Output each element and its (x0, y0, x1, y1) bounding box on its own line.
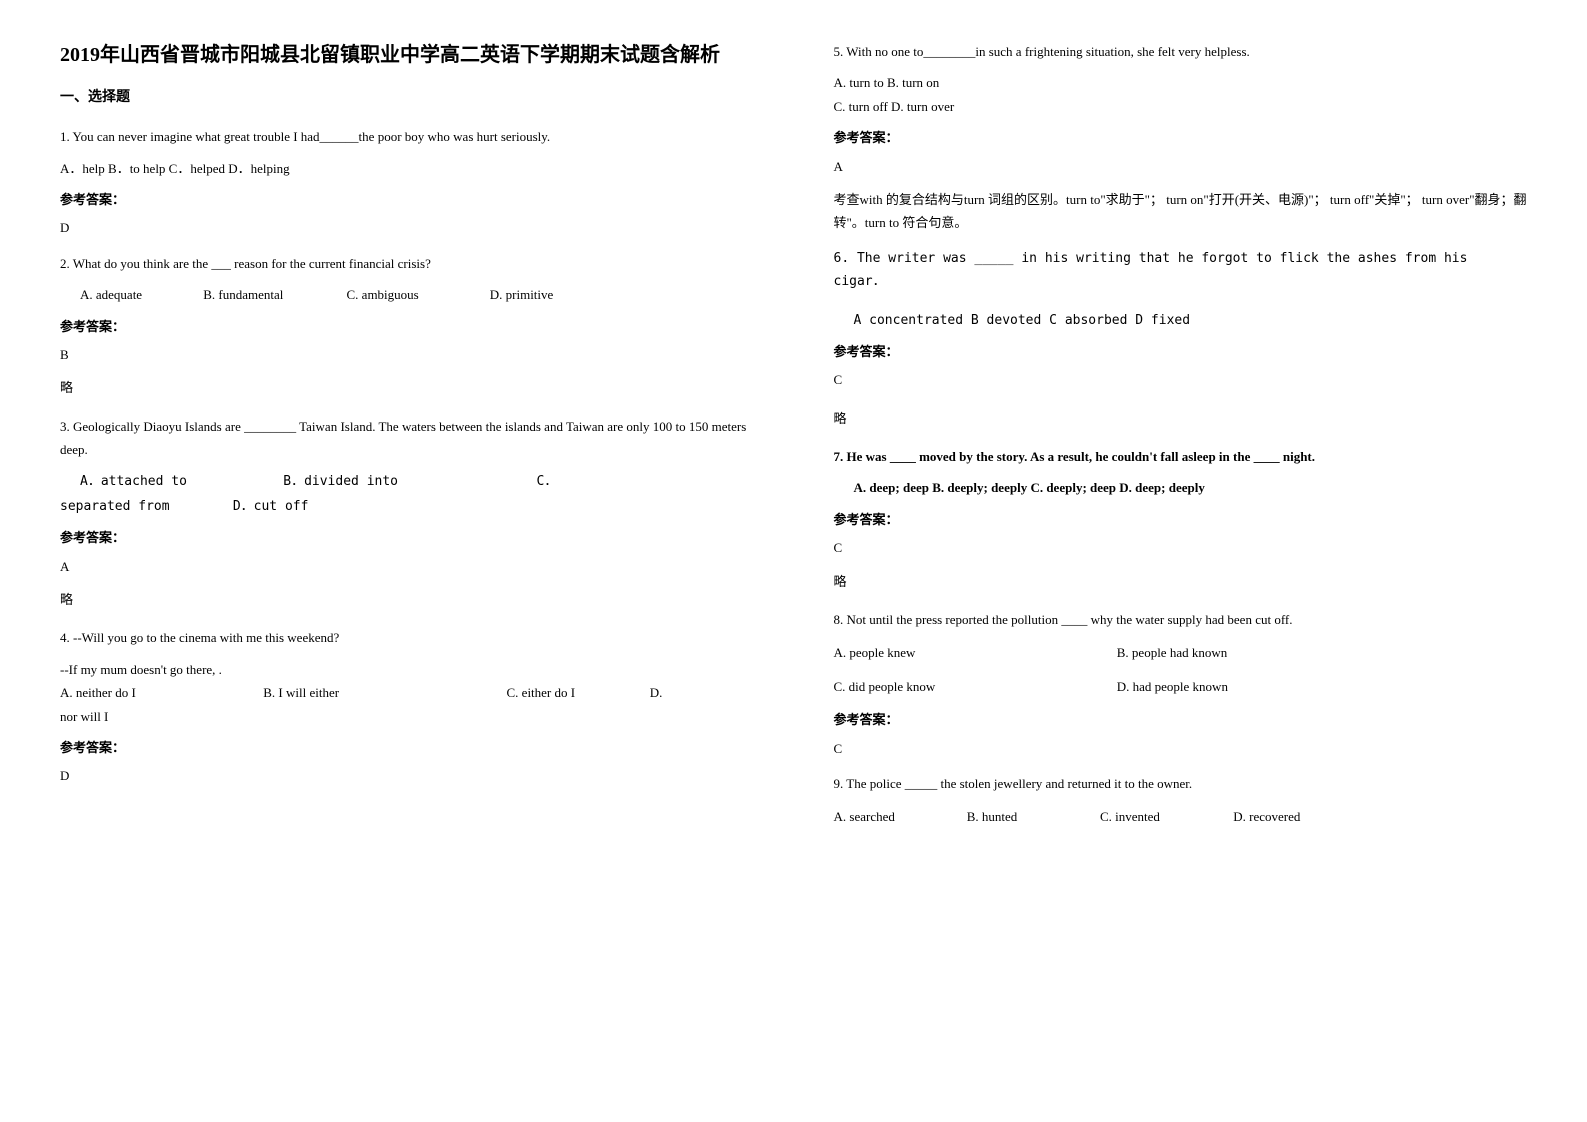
option-a: A. adequate (80, 283, 200, 306)
answer-label: 参考答案： (834, 708, 1528, 731)
right-column: 5. With no one to________in such a frigh… (834, 40, 1528, 829)
answer-5: A (834, 155, 1528, 178)
question-2-options: A. adequate B. fundamental C. ambiguous … (60, 283, 754, 306)
answer-label: 参考答案： (60, 736, 754, 759)
answer-2: B (60, 343, 754, 366)
note: 略 (834, 407, 1528, 430)
answer-8: C (834, 737, 1528, 760)
answer-label: 参考答案： (60, 315, 754, 338)
option-a: A. searched (834, 805, 964, 828)
question-8: 8. Not until the press reported the poll… (834, 608, 1528, 631)
option-d: D. recovered (1233, 805, 1300, 828)
answer-4: D (60, 764, 754, 787)
question-8-options-row2: C. did people know D. had people known (834, 675, 1528, 698)
option-b: B. I will either (263, 681, 503, 704)
question-1: 1. You can never imagine what great trou… (60, 125, 754, 148)
option-c: C. either do I (507, 681, 647, 704)
question-7: 7. He was ____ moved by the story. As a … (834, 445, 1528, 468)
explanation-5: 考查with 的复合结构与turn 词组的区别。turn to"求助于"； tu… (834, 188, 1528, 235)
question-1-options: A．help B．to help C．helped D．helping (60, 157, 754, 180)
question-9-options: A. searched B. hunted C. invented D. rec… (834, 805, 1528, 828)
question-4-options: A. neither do I B. I will either C. eith… (60, 681, 754, 728)
page-container: 2019年山西省晋城市阳城县北留镇职业中学高二英语下学期期末试题含解析 一、选择… (60, 40, 1527, 829)
question-3: 3. Geologically Diaoyu Islands are _____… (60, 415, 754, 462)
left-column: 2019年山西省晋城市阳城县北留镇职业中学高二英语下学期期末试题含解析 一、选择… (60, 40, 754, 829)
question-6: 6. The writer was _____ in his writing t… (834, 247, 1528, 294)
question-7-options: A. deep; deep B. deeply; deeply C. deepl… (834, 476, 1528, 499)
answer-1: D (60, 216, 754, 239)
option-b: B. fundamental (203, 283, 343, 306)
option-a: A. neither do I (60, 681, 260, 704)
question-8-options-row1: A. people knew B. people had known (834, 641, 1528, 664)
answer-label: 参考答案： (834, 340, 1528, 363)
question-9: 9. The police _____ the stolen jewellery… (834, 772, 1528, 795)
question-2: 2. What do you think are the ___ reason … (60, 252, 754, 275)
question-5-options-line2: C. turn off D. turn over (834, 95, 1528, 118)
section-title: 一、选择题 (60, 85, 754, 110)
answer-label: 参考答案： (60, 188, 754, 211)
note: 略 (834, 570, 1528, 593)
answer-label: 参考答案： (60, 526, 754, 549)
note: 略 (60, 376, 754, 399)
option-b: B. people had known (1117, 641, 1227, 664)
option-a: A．attached to (80, 470, 280, 493)
answer-label: 参考答案： (834, 126, 1528, 149)
answer-6: C (834, 368, 1528, 391)
option-d: D．cut off (233, 495, 309, 518)
note: 略 (60, 588, 754, 611)
option-c: C. ambiguous (347, 283, 487, 306)
option-d-text: nor will I (60, 709, 108, 724)
option-b: B．divided into (283, 470, 533, 493)
question-3-options: A．attached to B．divided into C． separate… (60, 469, 754, 518)
document-title: 2019年山西省晋城市阳城县北留镇职业中学高二英语下学期期末试题含解析 (60, 40, 754, 70)
answer-label: 参考答案： (834, 508, 1528, 531)
answer-7: C (834, 536, 1528, 559)
answer-3: A (60, 555, 754, 578)
option-c: C. did people know (834, 675, 1114, 698)
question-6-options: A concentrated B devoted C absorbed D fi… (834, 309, 1528, 332)
question-4-line2: --If my mum doesn't go there, . (60, 658, 754, 681)
option-b: B. hunted (967, 805, 1097, 828)
option-c: C. invented (1100, 805, 1230, 828)
question-5: 5. With no one to________in such a frigh… (834, 40, 1528, 63)
question-4-line1: 4. --Will you go to the cinema with me t… (60, 626, 754, 649)
option-d: D. had people known (1117, 675, 1228, 698)
option-d: D. primitive (490, 283, 554, 306)
option-a: A. people knew (834, 641, 1114, 664)
question-5-options-line1: A. turn to B. turn on (834, 71, 1528, 94)
